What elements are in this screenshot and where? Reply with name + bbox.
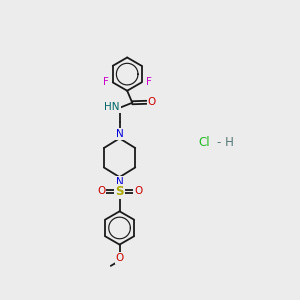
Text: - H: - H [217,136,234,149]
Text: O: O [97,187,105,196]
Text: S: S [115,185,124,198]
Text: N: N [116,129,123,139]
Text: N: N [116,177,123,187]
Text: HN: HN [104,102,120,112]
Text: F: F [103,77,109,87]
Text: F: F [146,77,152,87]
Text: Cl: Cl [199,136,210,149]
Text: O: O [134,187,142,196]
Text: O: O [116,253,124,263]
Text: O: O [148,97,156,107]
